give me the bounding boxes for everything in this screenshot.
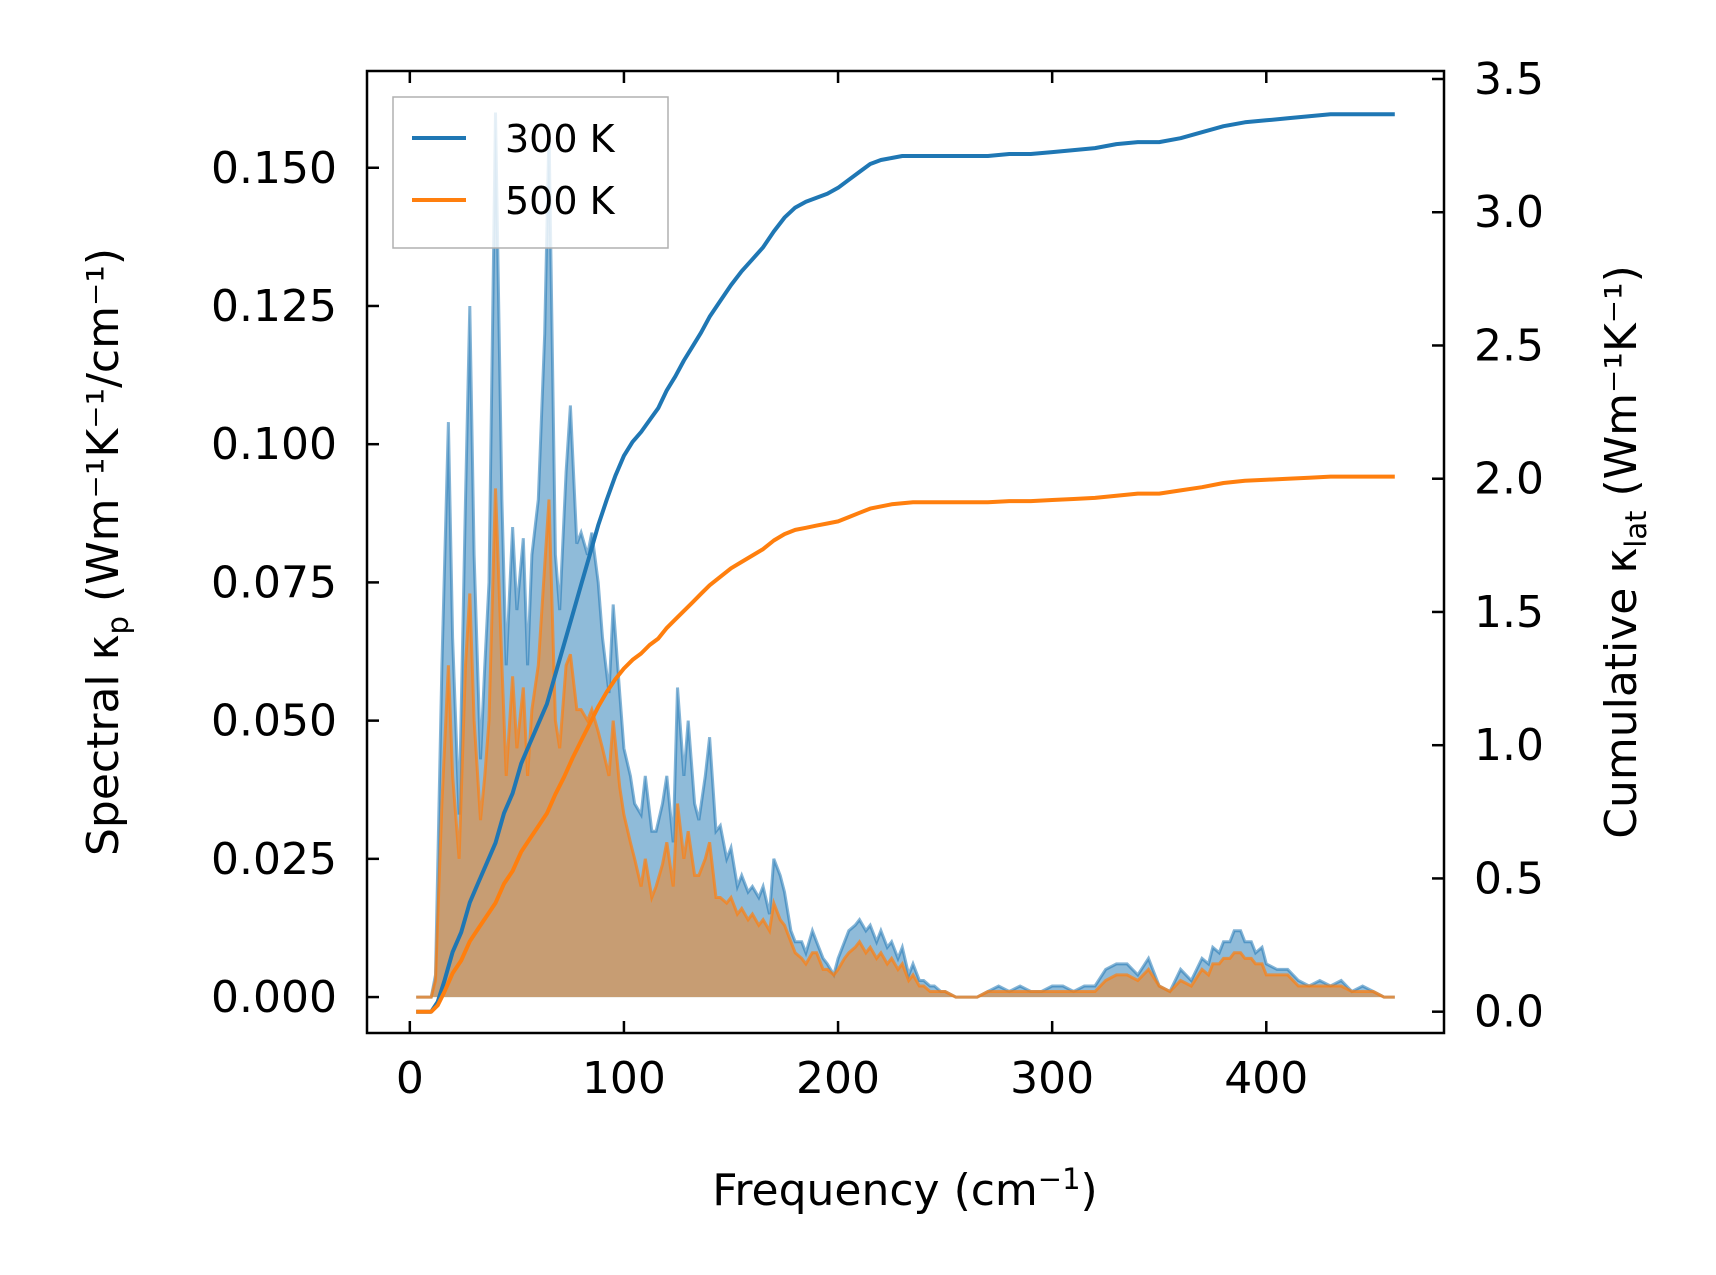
spectral-fills — [416, 112, 1395, 999]
x-axis-title: Frequency (cm−1) — [712, 1162, 1097, 1216]
y-right-tick-label: 2.0 — [1474, 454, 1544, 505]
y-left-tick-label: 0.050 — [211, 696, 337, 747]
y-left-tick-label: 0.075 — [211, 557, 337, 608]
legend-box — [392, 96, 669, 249]
y-left-tick-label: 0.125 — [211, 281, 337, 332]
y-right-tick-label: 0.0 — [1474, 987, 1544, 1038]
y-right-tick-label: 3.5 — [1474, 54, 1544, 105]
y-right-tick-label: 1.0 — [1474, 720, 1544, 771]
legend-label-300k: 300 K — [505, 117, 616, 161]
y-left-tick-label: 0.000 — [211, 972, 337, 1023]
x-tick-label: 200 — [796, 1053, 880, 1104]
spectral-500k-line — [416, 488, 1395, 999]
y-right-tick-label: 0.5 — [1474, 853, 1544, 904]
y-right-tick-label: 3.0 — [1474, 187, 1544, 238]
spectral-300k-line — [416, 112, 1395, 999]
y-left-tick-label: 0.150 — [211, 143, 337, 194]
y-right-axis-title: Cumulative κlat (Wm⁻¹K⁻¹) — [1596, 265, 1653, 839]
x-tick-label: 300 — [1010, 1053, 1094, 1104]
cumulative-300k-line — [416, 112, 1395, 1014]
y-right-tick-label: 2.5 — [1474, 320, 1544, 371]
y-left-tick-label: 0.100 — [211, 419, 337, 470]
series-lines — [416, 112, 1395, 1014]
y-left-axis-title: Spectral κp (Wm⁻¹K⁻¹/cm⁻¹) — [78, 248, 135, 856]
legend: 300 K 500 K — [392, 96, 669, 249]
y-left-axis-ticks: 0.000 0.025 0.050 0.075 0.100 0.125 0.150 — [211, 143, 379, 1023]
x-tick-label: 100 — [582, 1053, 666, 1104]
y-right-axis-ticks: 0.0 0.5 1.0 1.5 2.0 2.5 3.0 3.5 — [1432, 54, 1544, 1038]
x-tick-label: 0 — [396, 1053, 424, 1104]
x-tick-label: 400 — [1224, 1053, 1308, 1104]
plot-frame — [365, 69, 1446, 1035]
cumulative-500k-line — [416, 474, 1395, 1014]
x-axis-ticks: 0 100 200 300 400 — [396, 71, 1308, 1104]
y-left-tick-label: 0.025 — [211, 834, 337, 885]
y-right-tick-label: 1.5 — [1474, 587, 1544, 638]
legend-label-500k: 500 K — [505, 179, 616, 223]
